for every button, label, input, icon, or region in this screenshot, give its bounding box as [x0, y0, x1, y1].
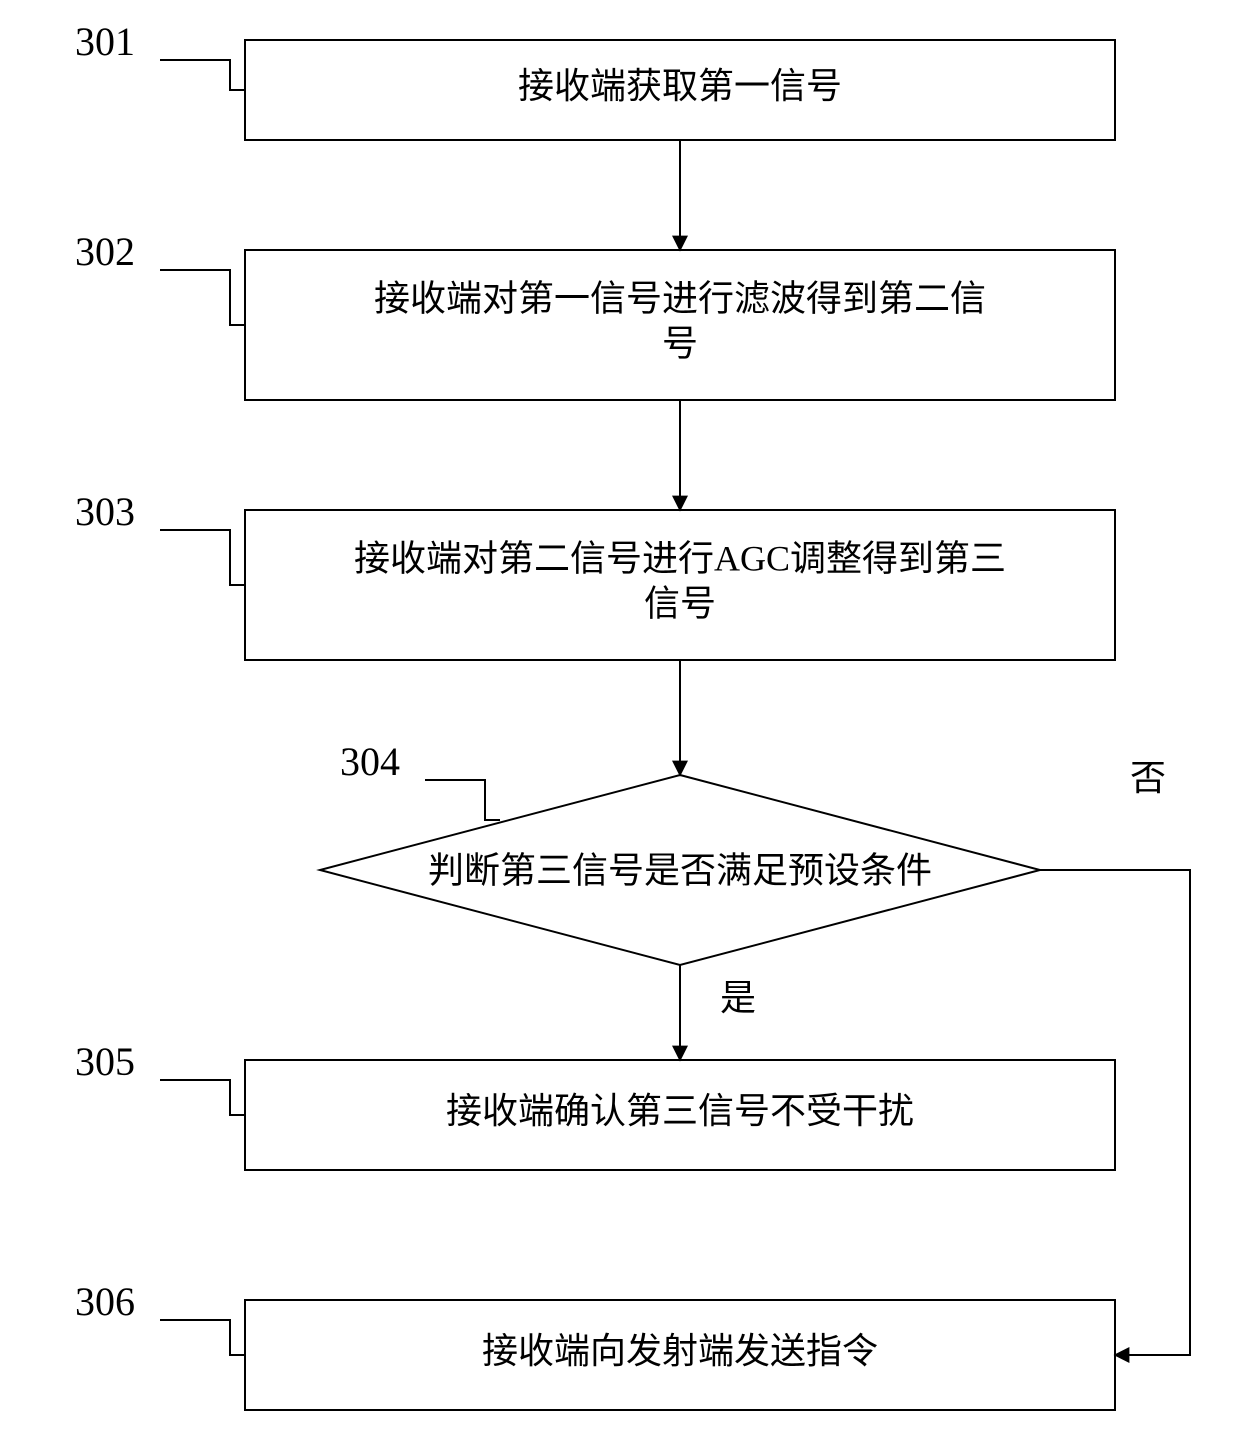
callout-306-number: 306	[75, 1279, 135, 1324]
b303-text-line-1: 信号	[644, 584, 716, 624]
callout-304-number: 304	[340, 739, 400, 784]
b303: 接收端对第二信号进行AGC调整得到第三信号	[245, 510, 1115, 660]
callout-304: 304	[340, 739, 500, 820]
b302-text-line-0: 接收端对第一信号进行滤波得到第二信	[374, 279, 986, 319]
callout-305-number: 305	[75, 1039, 135, 1084]
callout-301: 301	[75, 19, 245, 90]
callout-305: 305	[75, 1039, 245, 1115]
callout-306: 306	[75, 1279, 245, 1355]
callout-306-leader	[160, 1320, 245, 1355]
label-no: 否	[1130, 758, 1166, 798]
callout-301-leader	[160, 60, 245, 90]
b301: 接收端获取第一信号	[245, 40, 1115, 140]
b305-text-line-0: 接收端确认第三信号不受干扰	[446, 1091, 914, 1131]
decision-304: 判断第三信号是否满足预设条件	[320, 775, 1040, 965]
b303-text-line-0: 接收端对第二信号进行AGC调整得到第三	[354, 539, 1006, 579]
decision-text: 判断第三信号是否满足预设条件	[428, 851, 932, 891]
callout-305-leader	[160, 1080, 245, 1115]
callout-303-number: 303	[75, 489, 135, 534]
callout-302: 302	[75, 229, 245, 325]
b306-text-line-0: 接收端向发射端发送指令	[482, 1331, 878, 1371]
callout-301-number: 301	[75, 19, 135, 64]
b302-text-line-1: 号	[662, 324, 698, 364]
callout-303-leader	[160, 530, 245, 585]
b301-text-line-0: 接收端获取第一信号	[518, 66, 842, 106]
b306: 接收端向发射端发送指令	[245, 1300, 1115, 1410]
callout-302-number: 302	[75, 229, 135, 274]
b305: 接收端确认第三信号不受干扰	[245, 1060, 1115, 1170]
callout-302-leader	[160, 270, 245, 325]
callout-303: 303	[75, 489, 245, 585]
label-yes: 是	[720, 978, 756, 1018]
b302: 接收端对第一信号进行滤波得到第二信号	[245, 250, 1115, 400]
callout-304-leader	[425, 780, 500, 820]
